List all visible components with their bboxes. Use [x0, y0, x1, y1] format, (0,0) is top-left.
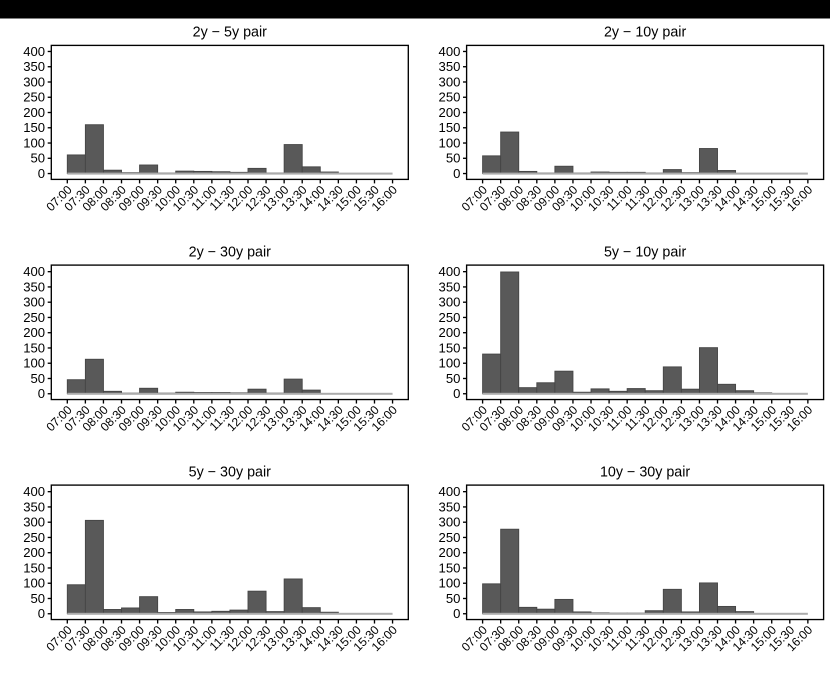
svg-text:350: 350	[23, 499, 45, 514]
svg-text:10y − 30y pair: 10y − 30y pair	[600, 465, 690, 481]
svg-text:150: 150	[23, 340, 45, 355]
svg-text:0: 0	[38, 386, 45, 401]
svg-text:0: 0	[38, 166, 45, 181]
svg-text:350: 350	[23, 59, 45, 74]
svg-text:50: 50	[446, 151, 461, 166]
svg-text:100: 100	[23, 135, 45, 150]
svg-text:2y − 5y pair: 2y − 5y pair	[193, 25, 268, 41]
svg-text:2y − 10y pair: 2y − 10y pair	[604, 25, 686, 41]
svg-text:150: 150	[23, 560, 45, 575]
svg-text:5y − 10y pair: 5y − 10y pair	[604, 245, 686, 261]
svg-text:350: 350	[439, 499, 461, 514]
svg-text:300: 300	[439, 74, 461, 89]
svg-text:400: 400	[439, 44, 461, 59]
svg-text:200: 200	[23, 105, 45, 120]
svg-text:100: 100	[439, 576, 461, 591]
svg-text:200: 200	[23, 325, 45, 340]
svg-text:250: 250	[23, 90, 45, 105]
svg-text:250: 250	[23, 310, 45, 325]
svg-text:400: 400	[439, 264, 461, 279]
svg-text:200: 200	[439, 105, 461, 120]
svg-text:150: 150	[23, 120, 45, 135]
svg-text:300: 300	[23, 295, 45, 310]
svg-text:100: 100	[23, 356, 45, 371]
svg-text:200: 200	[439, 545, 461, 560]
svg-text:250: 250	[439, 90, 461, 105]
svg-text:400: 400	[23, 264, 45, 279]
svg-text:400: 400	[439, 484, 461, 499]
svg-text:100: 100	[439, 135, 461, 150]
svg-text:150: 150	[439, 340, 461, 355]
svg-text:300: 300	[23, 74, 45, 89]
svg-text:300: 300	[439, 295, 461, 310]
svg-text:200: 200	[23, 545, 45, 560]
svg-text:100: 100	[439, 356, 461, 371]
svg-text:400: 400	[23, 484, 45, 499]
svg-text:200: 200	[439, 325, 461, 340]
svg-text:250: 250	[439, 310, 461, 325]
svg-text:5y − 30y pair: 5y − 30y pair	[189, 465, 271, 481]
svg-text:350: 350	[439, 279, 461, 294]
svg-text:350: 350	[439, 59, 461, 74]
svg-text:300: 300	[23, 515, 45, 530]
svg-text:50: 50	[446, 591, 461, 606]
svg-text:150: 150	[439, 560, 461, 575]
svg-text:50: 50	[446, 371, 461, 386]
svg-text:250: 250	[439, 530, 461, 545]
svg-text:300: 300	[439, 515, 461, 530]
svg-text:50: 50	[31, 371, 46, 386]
svg-text:50: 50	[31, 151, 46, 166]
svg-text:0: 0	[453, 606, 460, 621]
svg-text:100: 100	[23, 576, 45, 591]
svg-text:50: 50	[31, 591, 46, 606]
svg-text:2y − 30y pair: 2y − 30y pair	[189, 245, 271, 261]
svg-text:400: 400	[23, 44, 45, 59]
svg-text:0: 0	[38, 606, 45, 621]
svg-text:0: 0	[453, 386, 460, 401]
svg-text:350: 350	[23, 279, 45, 294]
svg-text:0: 0	[453, 166, 460, 181]
svg-text:250: 250	[23, 530, 45, 545]
svg-text:150: 150	[439, 120, 461, 135]
